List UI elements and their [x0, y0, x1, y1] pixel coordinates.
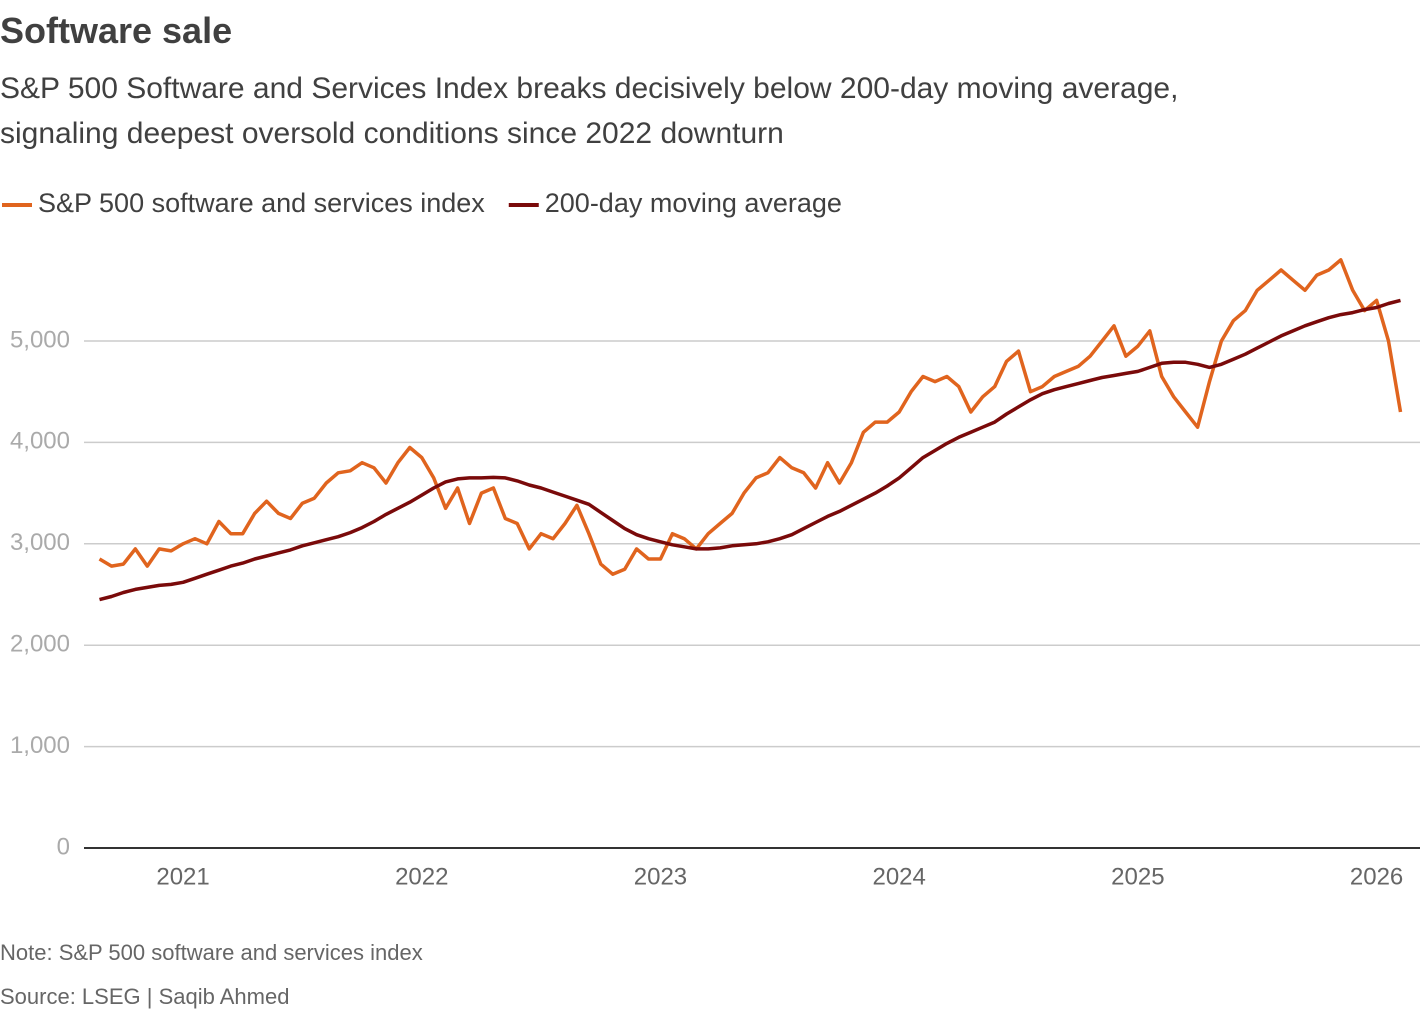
- x-tick-label: 2023: [634, 863, 687, 890]
- x-tick-label: 2022: [395, 863, 448, 890]
- y-tick-label: 4,000: [10, 428, 70, 455]
- x-tick-label: 2024: [872, 863, 925, 890]
- legend-label: 200-day moving average: [545, 188, 842, 218]
- x-tick-label: 2026: [1350, 863, 1403, 890]
- x-tick-label: 2021: [156, 863, 209, 890]
- note: Note: S&P 500 software and services inde…: [0, 940, 423, 965]
- y-tick-label: 2,000: [10, 631, 70, 658]
- y-tick-label: 3,000: [10, 529, 70, 556]
- series-line: [98, 258, 1403, 576]
- x-tick-label: 2025: [1111, 863, 1164, 890]
- y-tick-label: 0: [57, 833, 70, 860]
- legend-label: S&P 500 software and services index: [38, 188, 485, 218]
- chart-title: Software sale: [0, 10, 233, 51]
- chart-subtitle: S&P 500 Software and Services Index brea…: [0, 72, 1179, 150]
- y-tick-label: 5,000: [10, 326, 70, 353]
- series-line: [99, 298, 1401, 602]
- source: Source: LSEG | Saqib Ahmed: [0, 984, 290, 1009]
- y-tick-label: 1,000: [10, 732, 70, 759]
